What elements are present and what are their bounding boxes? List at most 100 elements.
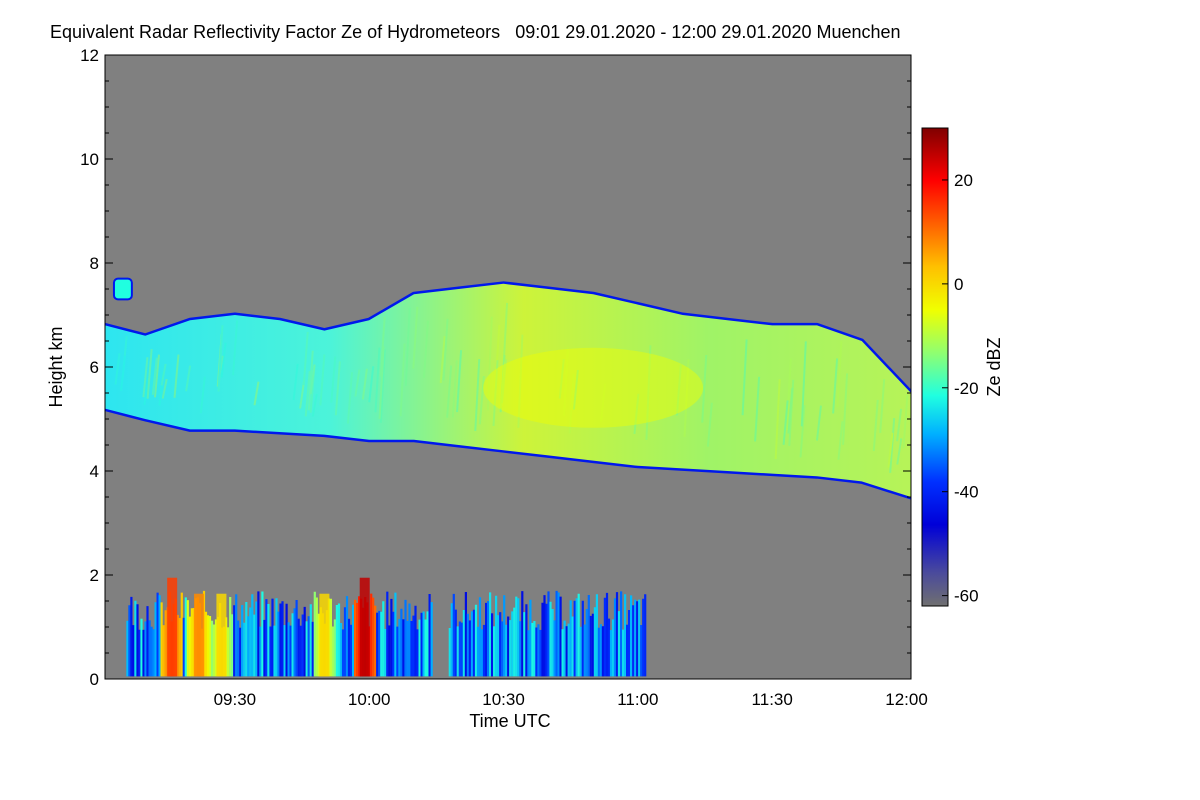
y-tick-label: 4	[90, 462, 99, 481]
upper-cloud-layer-streak	[374, 347, 381, 413]
upper-cloud-layer-streak	[474, 359, 481, 432]
x-tick-label: 10:00	[348, 690, 391, 709]
low-precipitation-core	[194, 593, 205, 677]
upper-cloud-layer-core	[483, 347, 704, 428]
upper-cloud-layer-streak	[600, 383, 607, 422]
y-axis: 0 2 4 6 8 10 12	[80, 46, 911, 689]
upper-cloud-layer-streak	[378, 346, 385, 419]
upper-cloud-layer-streak	[502, 302, 509, 376]
upper-cloud-layer-streak	[319, 354, 326, 406]
upper-cloud-layer-streak	[896, 438, 903, 465]
upper-cloud-layer-streak	[741, 339, 748, 416]
upper-cloud-layer-streak	[253, 381, 260, 406]
upper-cloud-layer-streak	[404, 307, 411, 386]
upper-cloud-layer-streak	[151, 357, 158, 395]
upper-cloud-layer-streak	[334, 361, 341, 416]
upper-cloud-layer-streak	[217, 355, 224, 380]
y-tick-label: 8	[90, 254, 99, 273]
colorbar-tick-label: 20	[954, 171, 973, 190]
y-tick-label: 10	[80, 150, 99, 169]
upper-cloud-layer-streak	[311, 393, 318, 417]
upper-cloud-layer-streak	[161, 378, 168, 399]
x-axis-label: Time UTC	[469, 711, 550, 731]
upper-cloud-layer-streak	[633, 393, 640, 435]
upper-cloud-layer-streak	[217, 325, 224, 392]
upper-cloud-layer-streak	[199, 376, 206, 414]
upper-cloud-layer-streak	[304, 371, 311, 417]
colorbar-tick-label: -40	[954, 483, 979, 502]
upper-cloud-layer-streak	[788, 379, 795, 446]
x-axis: 09:30 10:00 10:30 11:00 11:30 12:00	[214, 690, 928, 709]
upper-cloud-layer-streak	[442, 318, 449, 381]
upper-cloud-layer-streak	[842, 373, 849, 445]
upper-cloud-layer-streak	[815, 405, 822, 441]
upper-cloud-layer-streak	[568, 374, 575, 434]
upper-cloud-layer-streak	[896, 408, 903, 442]
upper-cloud-layer-streak	[499, 354, 506, 413]
upper-cloud-layer-streak	[173, 354, 180, 398]
upper-cloud-layer-streak	[494, 324, 501, 389]
low-precipitation	[126, 577, 647, 677]
upper-cloud-layer-streak	[346, 372, 353, 424]
colorbar	[921, 127, 949, 607]
upper-cloud-layer-streak	[562, 346, 569, 416]
colorbar-label: Ze dBZ	[984, 337, 1004, 396]
chart-title: Equivalent Radar Reflectivity Factor Ze …	[50, 22, 901, 43]
colorbar-tick-label: -20	[954, 379, 979, 398]
upper-cloud-layer-streak	[800, 341, 807, 427]
upper-cloud-layer-streak	[307, 350, 314, 411]
upper-cloud-layer-streak	[361, 368, 368, 400]
colorbar-tick-label: -60	[954, 587, 979, 606]
x-tick-label: 11:00	[617, 690, 658, 709]
x-tick-label: 09:30	[214, 690, 257, 709]
upper-cloud-layer-streak	[832, 358, 839, 414]
upper-cloud-layer-streak	[887, 432, 894, 468]
upper-cloud-layer-streak	[439, 336, 446, 384]
upper-cloud-layer-streak	[872, 399, 879, 452]
y-axis-label: Height km	[46, 326, 66, 407]
low-precipitation-core	[319, 593, 330, 677]
upper-cloud-layer-streak	[121, 336, 128, 379]
upper-cloud-layer-streak	[153, 354, 160, 398]
upper-cloud-layer-streak	[889, 417, 896, 473]
y-tick-label: 0	[90, 670, 99, 689]
upper-cloud-layer-streak	[486, 316, 493, 411]
upper-cloud-layer-streak	[114, 353, 121, 385]
low-precipitation-core	[359, 577, 370, 677]
upper-cloud-layer-streak	[399, 343, 406, 417]
upper-cloud-layer-streak	[706, 402, 713, 447]
upper-cloud-layer-streak	[785, 358, 792, 431]
upper-cloud-layer-streak	[354, 369, 361, 397]
upper-cloud-layer-streak	[456, 350, 463, 413]
upper-cloud-layer-streak	[146, 349, 153, 399]
x-tick-label: 10:30	[482, 690, 525, 709]
y-tick-label: 12	[80, 46, 99, 65]
upper-cloud-layer-streak	[232, 320, 239, 376]
upper-cloud-layer-streak	[368, 366, 375, 403]
upper-cloud-layer-streak	[645, 345, 652, 440]
upper-cloud-layer-streak	[142, 357, 149, 398]
upper-cloud-layer-streak	[787, 387, 794, 434]
upper-cloud-layer-streak	[683, 359, 690, 437]
y-tick-label: 2	[90, 566, 99, 585]
upper-cloud-layer-streak	[422, 320, 429, 378]
upper-cloud-layer-streak	[492, 360, 499, 426]
upper-cloud-layer-streak	[517, 334, 524, 428]
low-precipitation-core	[216, 593, 227, 677]
upper-cloud-layer-streak	[774, 379, 781, 460]
x-tick-label: 12:00	[885, 690, 928, 709]
upper-cloud-layer-streak	[572, 369, 579, 410]
upper-cloud-layer-streak	[782, 400, 789, 445]
upper-cloud-layer-streak	[120, 355, 127, 391]
upper-cloud-layer-streaks	[114, 302, 909, 473]
upper-cloud-layer-streak	[500, 362, 507, 408]
upper-cloud-layer-streak	[299, 380, 306, 409]
low-precipitation-core	[167, 577, 178, 677]
upper-cloud-layer-streak	[330, 356, 337, 403]
upper-cloud-layer-streak	[836, 341, 843, 408]
reflectivity-field	[105, 277, 911, 677]
upper-cloud-layer-streak	[158, 371, 165, 406]
upper-cloud-layer-streak	[220, 342, 227, 378]
upper-cloud-layer-streak	[302, 331, 309, 386]
